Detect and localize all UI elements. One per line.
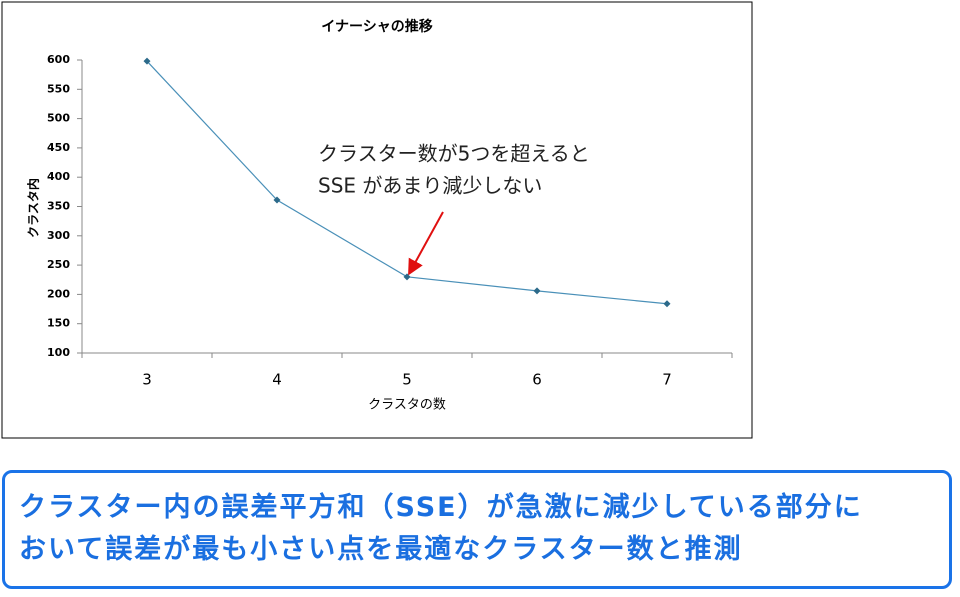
x-tick-label: 5 (402, 371, 412, 389)
chart-frame (1, 1, 753, 439)
chart-title: イナーシャの推移 (321, 18, 432, 35)
annotation-arrow (408, 211, 444, 276)
y-tick-label: 300 (47, 229, 70, 242)
x-tick-label: 4 (272, 371, 282, 389)
x-axis-label: クラスタの数 (368, 398, 446, 413)
y-tick-label: 550 (47, 82, 70, 95)
y-tick-label: 400 (47, 170, 70, 183)
y-tick-label: 500 (47, 112, 70, 125)
y-tick-label: 100 (47, 346, 70, 359)
marker (533, 287, 541, 295)
marker (403, 273, 411, 281)
y-tick-label: 350 (47, 200, 70, 213)
y-tick-label: 150 (47, 317, 70, 330)
y-tick-label: 200 (47, 287, 70, 300)
chart: イナーシャの推移 クラスタの数 クラスタ内 クラスター数が5つを超えると SSE… (1, 1, 753, 439)
caption-line: おいて誤差が最も小さい点を最適なクラスター数と推測 (19, 534, 743, 565)
annotation: SSE があまり減少しない (318, 174, 542, 198)
caption-box: クラスター内の誤差平方和（SSE）が急激に減少している部分に おいて誤差が最も小… (2, 470, 952, 589)
marker (663, 300, 671, 308)
x-tick-label: 7 (662, 371, 672, 389)
x-tick-label: 3 (142, 371, 152, 389)
annotation: クラスター数が5つを超えると (318, 142, 590, 166)
marker (143, 57, 151, 65)
marker (273, 196, 281, 204)
y-axis-label: クラスタ内 (26, 178, 41, 238)
y-tick-label: 450 (47, 141, 70, 154)
caption-line: クラスター内の誤差平方和（SSE）が急激に減少している部分に (19, 492, 863, 523)
y-tick-label: 250 (47, 258, 70, 271)
x-tick-label: 6 (532, 371, 542, 389)
y-tick-label: 600 (47, 53, 70, 66)
